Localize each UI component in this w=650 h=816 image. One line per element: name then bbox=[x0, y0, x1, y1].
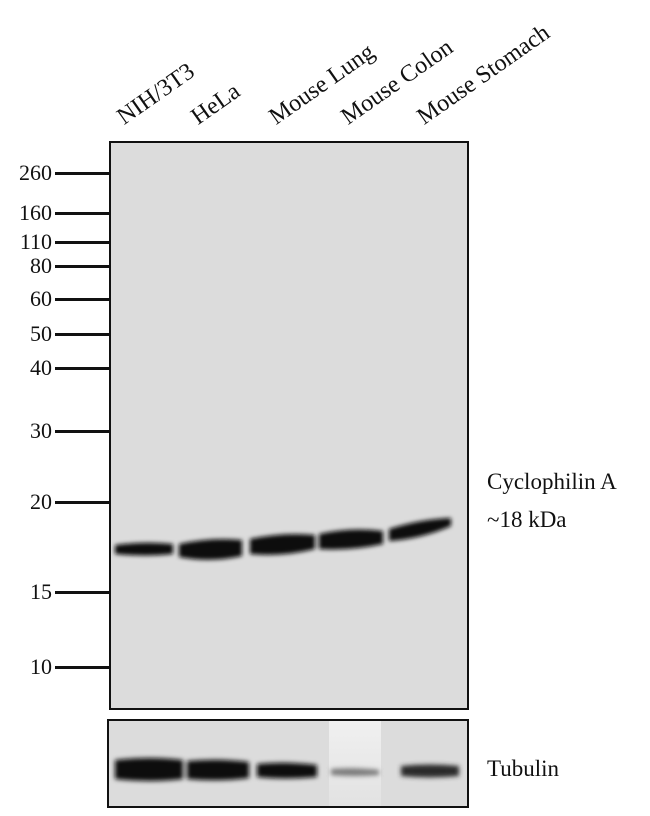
mw-marker-tick bbox=[55, 666, 110, 669]
mw-marker-tick bbox=[55, 333, 110, 336]
mw-marker-15: 15 bbox=[0, 577, 110, 607]
tubulin-blot-image bbox=[115, 721, 459, 806]
lane-label-nih3t3: NIH/3T3 bbox=[112, 58, 200, 131]
main-blot-image bbox=[115, 518, 451, 560]
mw-marker-label: 260 bbox=[19, 160, 52, 185]
mw-marker-label: 160 bbox=[19, 200, 52, 225]
mw-marker-label: 60 bbox=[30, 286, 52, 311]
tubulin-band-mouse-colon bbox=[331, 768, 379, 776]
band-mouse-colon bbox=[319, 529, 383, 550]
protein-label: Cyclophilin A bbox=[487, 469, 617, 494]
mw-marker-50: 50 bbox=[0, 319, 110, 349]
mw-marker-tick bbox=[55, 212, 110, 215]
lane-label-hela: HeLa bbox=[186, 78, 246, 131]
tubulin-band-hela bbox=[187, 759, 249, 781]
mw-marker-tick bbox=[55, 430, 110, 433]
mw-marker-60: 60 bbox=[0, 284, 110, 314]
main-blot-panel bbox=[109, 141, 469, 710]
lane-label-mouse-stomach: Mouse Stomach bbox=[412, 19, 555, 131]
mw-marker-label: 20 bbox=[30, 489, 52, 514]
mw-marker-tick bbox=[55, 591, 110, 594]
mw-marker-260: 260 bbox=[0, 158, 110, 188]
band-mouse-stomach bbox=[389, 518, 451, 541]
tubulin-label: Tubulin bbox=[487, 756, 560, 781]
mw-marker-30: 30 bbox=[0, 416, 110, 446]
mw-marker-label: 30 bbox=[30, 418, 52, 443]
mw-marker-110: 110 bbox=[0, 227, 110, 257]
mw-marker-20: 20 bbox=[0, 487, 110, 517]
tubulin-band-mouse-lung bbox=[257, 762, 317, 779]
mw-marker-tick bbox=[55, 501, 110, 504]
mw-marker-10: 10 bbox=[0, 652, 110, 682]
mw-marker-160: 160 bbox=[0, 198, 110, 228]
tubulin-band-mouse-stomach bbox=[401, 764, 459, 778]
mw-marker-tick bbox=[55, 172, 110, 175]
mw-marker-tick bbox=[55, 367, 110, 370]
band-hela bbox=[179, 539, 242, 560]
mw-marker-label: 15 bbox=[30, 579, 52, 604]
mw-marker-40: 40 bbox=[0, 353, 110, 383]
band-nih3t3 bbox=[115, 542, 173, 556]
mw-marker-label: 80 bbox=[30, 253, 52, 278]
protein-size-label: ~18 kDa bbox=[487, 507, 567, 532]
tubulin-blot-panel bbox=[107, 719, 469, 808]
mw-marker-label: 110 bbox=[19, 229, 52, 254]
mw-marker-label: 40 bbox=[30, 355, 52, 380]
mw-marker-tick bbox=[55, 298, 110, 301]
mw-marker-tick bbox=[55, 265, 110, 268]
smear-lane-mouse-colon bbox=[329, 721, 381, 806]
mw-marker-80: 80 bbox=[0, 251, 110, 281]
mw-marker-tick bbox=[55, 241, 110, 244]
tubulin-band-nih3t3 bbox=[115, 758, 183, 781]
mw-marker-label: 10 bbox=[30, 654, 52, 679]
band-mouse-lung bbox=[250, 534, 315, 555]
mw-marker-label: 50 bbox=[30, 321, 52, 346]
